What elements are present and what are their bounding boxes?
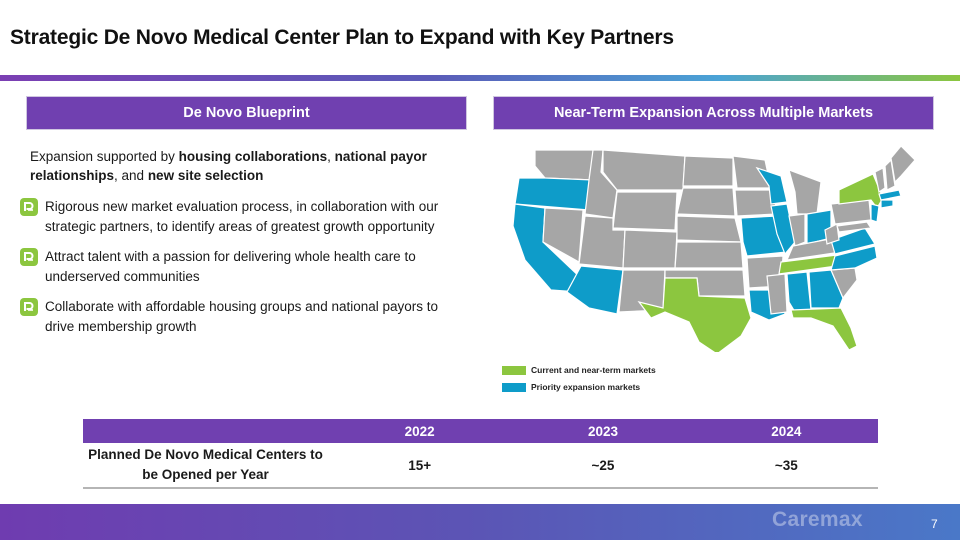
legend-item-current: Current and near-term markets <box>502 362 656 378</box>
state-co <box>622 229 678 269</box>
state-nc <box>830 245 878 271</box>
table-header-2022: 2022 <box>404 423 435 439</box>
state-md <box>836 221 873 233</box>
state-wi <box>755 166 788 205</box>
intro-text: Expansion supported by <box>30 149 179 164</box>
de-novo-blueprint-header: De Novo Blueprint <box>26 96 467 130</box>
list-item: Attract talent with a passion for delive… <box>20 247 465 286</box>
state-mi <box>788 169 822 215</box>
state-vt <box>874 167 886 193</box>
intro-bold-text: national payor relationships <box>30 149 427 183</box>
state-me <box>890 145 916 184</box>
state-nh <box>884 158 896 191</box>
state-nj <box>870 203 880 223</box>
list-item: Rigorous new market evaluation process, … <box>20 197 465 236</box>
caremax-logo: Caremax <box>772 508 863 531</box>
value-2022: 15+ <box>328 443 512 489</box>
state-sd <box>676 187 736 217</box>
value-2024: ~35 <box>694 443 878 489</box>
state-ne <box>676 215 742 243</box>
table-header-blank <box>83 419 328 443</box>
state-in <box>788 213 806 247</box>
list-item: Collaborate with affordable housing grou… <box>20 297 465 336</box>
table-header-2023: 2023 <box>587 423 619 439</box>
intro-text: , <box>327 149 335 164</box>
bullet-text: Attract talent with a passion for delive… <box>45 249 416 284</box>
map-legend: Current and near-term markets Priority e… <box>502 362 656 396</box>
page-number: 7 <box>931 517 938 531</box>
state-al <box>786 271 812 313</box>
state-ma <box>878 189 902 201</box>
state-wy <box>612 191 678 231</box>
state-pa <box>830 199 872 225</box>
bullet-text: Rigorous new market evaluation process, … <box>45 199 439 234</box>
state-va <box>830 227 876 255</box>
intro-paragraph: Expansion supported by housing collabora… <box>30 147 460 185</box>
legend-swatch-green <box>502 365 526 375</box>
value-2023: ~25 <box>511 443 695 489</box>
table-header-2024: 2024 <box>771 423 802 439</box>
legend-swatch-teal <box>502 382 526 392</box>
near-term-expansion-header: Near-Term Expansion Across Multiple Mark… <box>493 96 934 130</box>
bullet-text: Collaborate with affordable housing grou… <box>45 299 439 334</box>
state-az <box>566 265 624 315</box>
slide-title: Strategic De Novo Medical Center Plan to… <box>10 26 674 49</box>
state-ms <box>766 273 788 315</box>
state-mt <box>602 149 686 191</box>
state-nd <box>682 155 734 187</box>
footer-bar <box>0 504 960 540</box>
caremax-logo-icon <box>20 248 38 266</box>
table-row: Planned De Novo Medical Centers to be Op… <box>83 443 878 489</box>
us-expansion-map <box>512 145 916 352</box>
state-wv <box>824 223 840 245</box>
legend-item-priority: Priority expansion markets <box>502 379 656 395</box>
blueprint-bullet-list: Rigorous new market evaluation process, … <box>20 197 465 347</box>
title-gradient-rule <box>0 75 960 81</box>
legend-label: Priority expansion markets <box>531 382 641 392</box>
caremax-logo-icon <box>20 298 38 316</box>
caremax-logo-icon <box>20 198 38 216</box>
state-ct <box>880 199 894 209</box>
intro-text: , and <box>114 168 148 183</box>
state-ks <box>674 241 744 269</box>
legend-label: Current and near-term markets <box>531 365 656 375</box>
planned-centers-table: 2022 2023 2024 Planned De Novo Medical C… <box>83 419 878 489</box>
state-wa <box>534 149 596 181</box>
intro-bold-text: new site selection <box>147 168 264 183</box>
row-label-planned-centers: Planned De Novo Medical Centers to be Op… <box>83 443 328 489</box>
state-tx <box>637 277 752 352</box>
state-fl <box>790 307 858 351</box>
table-header-row: 2022 2023 2024 <box>83 419 878 443</box>
intro-bold-text: housing collaborations <box>178 149 328 164</box>
